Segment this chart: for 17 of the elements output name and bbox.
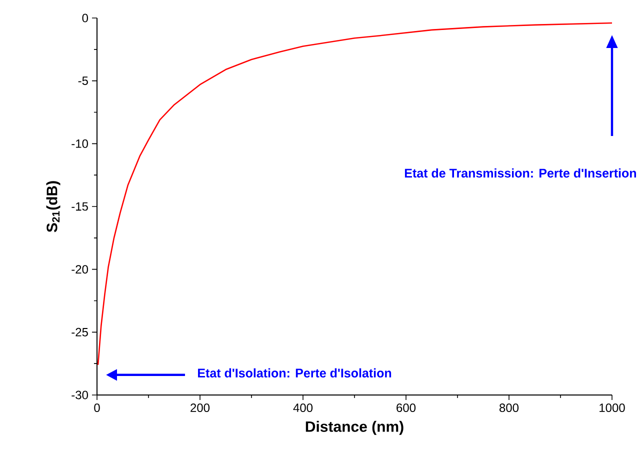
- annotation: Etat d'Isolation: Perte d'Isolation: [198, 368, 392, 378]
- annotation: Etat de Transmission: Perte d'Insertion: [404, 168, 636, 178]
- y-tick-label: 0: [82, 14, 88, 22]
- y-tick-label: -20: [72, 265, 88, 274]
- y-tick-label: -30: [72, 390, 88, 400]
- y-tick-label: -15: [72, 202, 88, 211]
- y-tick-label: -10: [72, 139, 88, 148]
- x-tick-label: 800: [500, 404, 519, 412]
- x-tick-label: 0: [94, 404, 100, 412]
- x-axis-title: Distance (nm): [306, 420, 404, 435]
- x-tick-label: 600: [396, 404, 416, 412]
- x-tick-label: 400: [293, 404, 313, 412]
- y-tick-label: -25: [72, 328, 88, 336]
- x-tick-label: 200: [190, 404, 210, 412]
- y-tick-label: -5: [78, 76, 88, 86]
- x-tick-label: 1000: [600, 404, 625, 412]
- y-axis-title: S$_{21}$(dB): [46, 181, 60, 232]
